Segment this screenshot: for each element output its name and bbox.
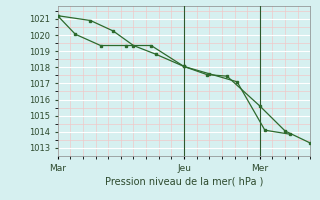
X-axis label: Pression niveau de la mer( hPa ): Pression niveau de la mer( hPa ): [105, 177, 263, 187]
